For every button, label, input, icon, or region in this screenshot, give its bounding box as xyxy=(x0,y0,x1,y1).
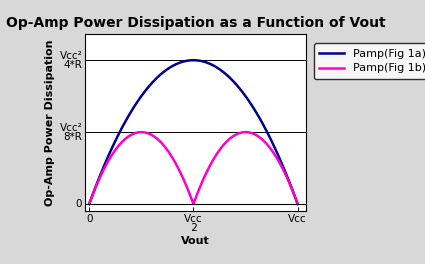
X-axis label: Vout: Vout xyxy=(181,235,210,246)
Y-axis label: Op-Amp Power Dissipation: Op-Amp Power Dissipation xyxy=(45,40,55,206)
Title: Op-Amp Power Dissipation as a Function of Vout: Op-Amp Power Dissipation as a Function o… xyxy=(6,16,385,30)
Legend: Pamp(Fig 1a), Pamp(Fig 1b): Pamp(Fig 1a), Pamp(Fig 1b) xyxy=(314,43,425,79)
